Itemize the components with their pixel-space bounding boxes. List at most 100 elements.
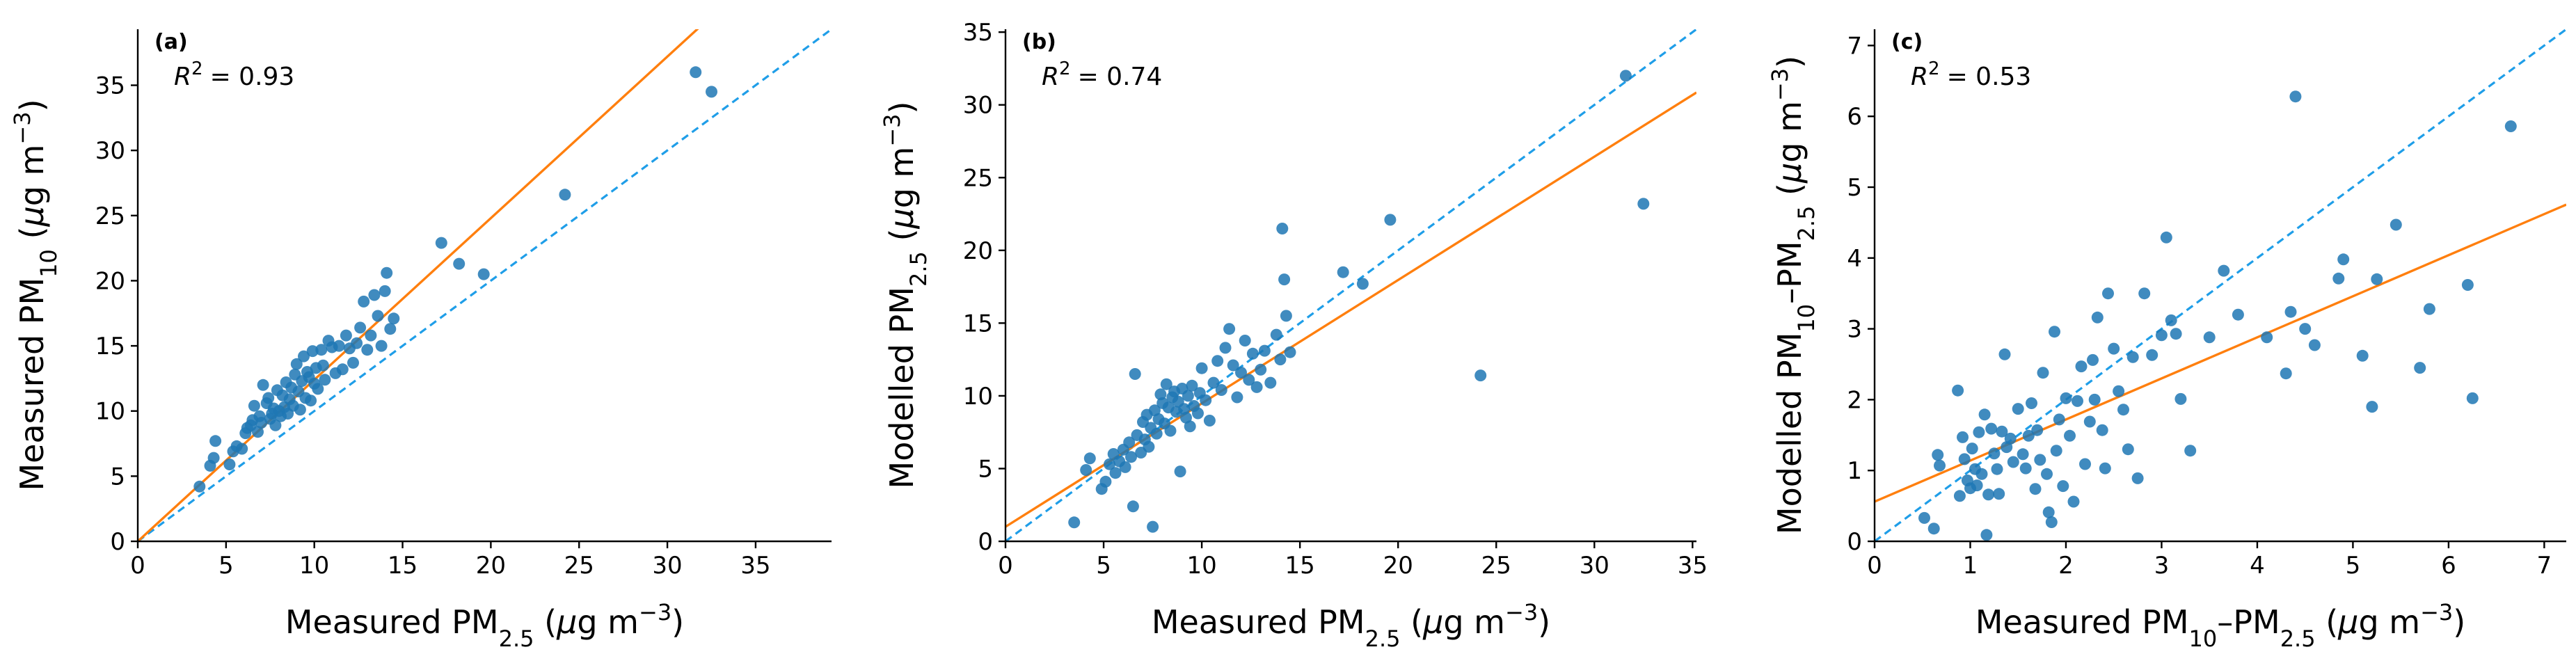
label-part-post: ( xyxy=(1401,603,1424,641)
x-tick-label: 20 xyxy=(476,552,506,580)
data-point xyxy=(2007,456,2019,468)
label-part-sup: −3 xyxy=(639,599,671,626)
data-point xyxy=(2034,454,2046,466)
data-point xyxy=(2170,328,2182,340)
r2-symbol: R xyxy=(1911,63,1928,91)
data-point xyxy=(236,443,248,455)
data-point xyxy=(294,404,306,416)
x-tick-label: 3 xyxy=(2154,552,2170,580)
data-point xyxy=(1109,467,1122,479)
label-part-sub: 10 xyxy=(2189,626,2218,652)
label-part-close: ) xyxy=(671,603,684,641)
data-point xyxy=(1215,384,1227,396)
data-point xyxy=(2108,342,2120,355)
data-point xyxy=(1991,463,2003,475)
label-part-sub: 2.5 xyxy=(499,626,534,652)
data-point xyxy=(1129,368,1141,380)
data-point xyxy=(2138,287,2151,300)
data-point xyxy=(1276,223,1289,234)
data-point xyxy=(2088,393,2101,406)
y-tick-label: 35 xyxy=(963,19,993,47)
label-part-mu: μ xyxy=(883,208,921,229)
data-point xyxy=(2504,120,2517,132)
data-point xyxy=(2423,303,2435,315)
data-point xyxy=(2390,218,2402,231)
data-point xyxy=(2337,253,2350,266)
data-point xyxy=(2083,415,2096,428)
data-point xyxy=(2284,305,2297,318)
data-point xyxy=(1083,452,1096,465)
data-point xyxy=(1953,490,1966,502)
label-part-pre: Modelled PM xyxy=(883,287,921,488)
label-part-sub: 2.5 xyxy=(1365,626,1401,652)
data-point xyxy=(1637,198,1650,210)
label-part-mu: μ xyxy=(2337,603,2358,641)
y-tick-label: 35 xyxy=(95,72,125,100)
r2-value: = 0.93 xyxy=(210,63,295,91)
data-point xyxy=(375,340,388,352)
data-point xyxy=(2175,392,2187,405)
data-point xyxy=(2029,483,2042,495)
label-part-post: ( xyxy=(1771,183,1808,206)
panel-a: 0 5 10 15 20 25 30 35 0 5 10 15 20 25 30 35 (a) R2 = 0.93 M… xyxy=(9,29,832,652)
data-point xyxy=(2049,326,2060,338)
data-point xyxy=(1184,420,1196,433)
data-point xyxy=(2113,385,2125,397)
data-point xyxy=(690,66,702,79)
x-tick-label: 10 xyxy=(299,552,329,580)
label-part-close: ) xyxy=(1538,603,1550,641)
data-point xyxy=(1918,511,1930,524)
data-point xyxy=(1278,273,1291,286)
data-point xyxy=(2012,403,2024,415)
data-point xyxy=(1996,425,2008,438)
label-part-pre: Measured PM xyxy=(1152,603,1365,641)
data-point xyxy=(1337,266,1349,278)
y-tick-label: 15 xyxy=(963,310,993,337)
label-part-unit: g m xyxy=(2358,603,2420,641)
data-point xyxy=(248,399,260,412)
label-part-sub2: 2.5 xyxy=(1793,206,1820,241)
label-part-sup: −3 xyxy=(1505,599,1538,626)
y-tick-label: 25 xyxy=(963,164,993,192)
data-point xyxy=(1143,440,1155,453)
y-tick-label: 10 xyxy=(95,398,125,426)
data-point xyxy=(2461,279,2474,291)
label-part-sub: 2.5 xyxy=(905,251,932,287)
label-part-pre: Measured PM xyxy=(13,278,51,491)
label-part-mu: μ xyxy=(1422,603,1443,641)
data-point xyxy=(1099,475,1112,488)
panel-label: (b) xyxy=(1022,30,1056,54)
data-point xyxy=(2075,360,2088,373)
data-point xyxy=(2126,351,2139,363)
data-point xyxy=(1270,328,1282,341)
data-point xyxy=(453,257,466,270)
label-part-sup: −3 xyxy=(9,111,35,144)
data-point xyxy=(2232,308,2244,321)
data-point xyxy=(333,340,345,352)
y-axis-label: Measured PM10 (μg m−3) xyxy=(9,99,62,491)
data-point xyxy=(2466,392,2479,404)
label-part-close: ) xyxy=(883,102,921,114)
label-part-sup: −3 xyxy=(1767,68,1793,101)
data-point xyxy=(1966,443,1978,455)
data-point xyxy=(2067,495,2080,508)
data-point xyxy=(2308,339,2321,351)
panel-b: 0 5 10 15 20 25 30 35 0 5 10 15 20 25 30 35 (b) R2 = 0.74 M… xyxy=(879,19,1708,652)
x-tick-label: 5 xyxy=(2346,552,2361,580)
data-point xyxy=(1973,426,1985,438)
y-tick-label: 20 xyxy=(95,267,125,295)
data-point xyxy=(2414,362,2426,374)
data-point xyxy=(2026,397,2037,409)
data-point xyxy=(381,266,393,279)
label-part-sub: 10 xyxy=(1793,304,1820,333)
x-tick-label: 0 xyxy=(1867,552,1882,580)
data-point xyxy=(319,374,331,386)
data-point xyxy=(2146,349,2158,361)
data-point xyxy=(1119,461,1131,473)
x-tick-label: 15 xyxy=(1285,552,1315,580)
label-part-sub2: 2.5 xyxy=(2280,626,2316,652)
x-tick-label: 0 xyxy=(998,552,1013,580)
data-point xyxy=(2280,367,2292,380)
x-tick-label: 10 xyxy=(1186,552,1216,580)
data-point xyxy=(1982,488,1995,501)
